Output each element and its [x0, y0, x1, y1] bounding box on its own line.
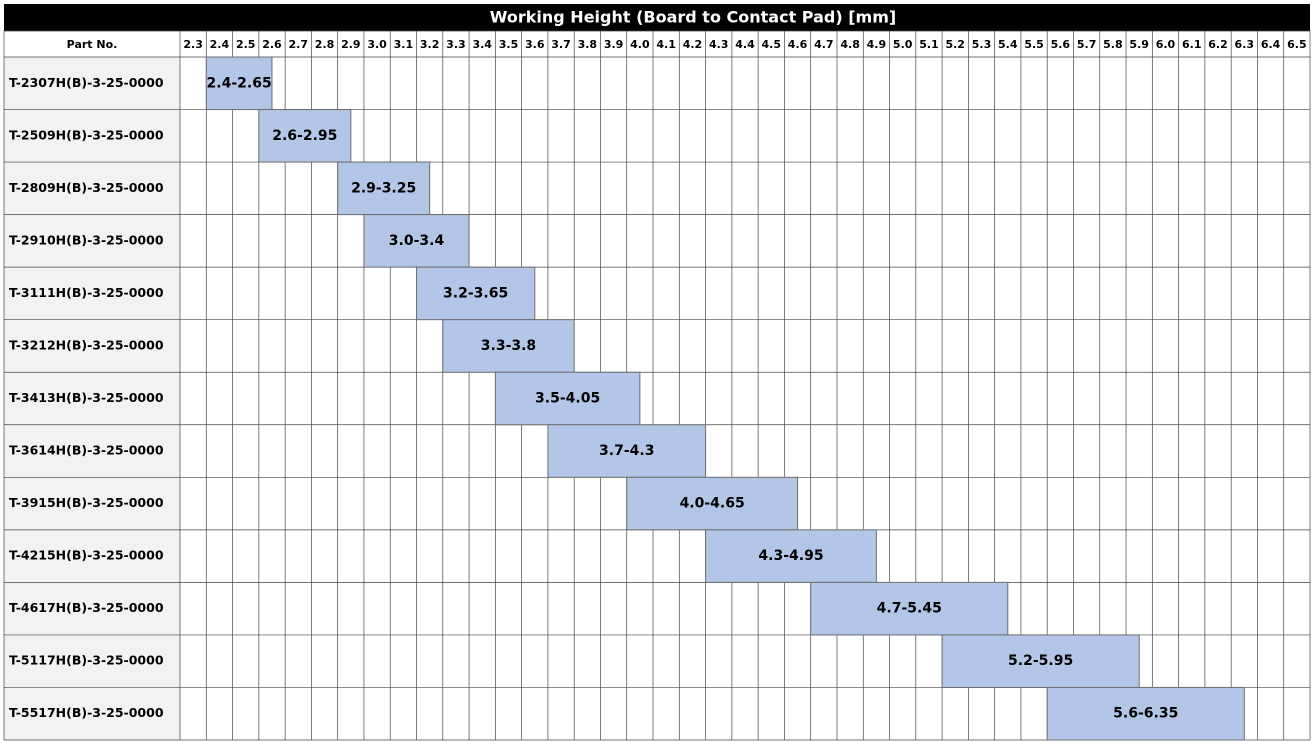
part-number: T-3413H(B)-3-25-0000 [9, 390, 164, 405]
column-label: 3.3 [446, 38, 466, 51]
column-label: 3.0 [367, 38, 387, 51]
column-label: 4.6 [788, 38, 808, 51]
range-label: 5.2-5.95 [1008, 653, 1073, 669]
column-label: 2.7 [289, 38, 309, 51]
part-number: T-3614H(B)-3-25-0000 [9, 443, 164, 458]
column-label: 6.4 [1261, 38, 1281, 51]
column-label: 6.1 [1182, 38, 1202, 51]
column-label: 3.4 [472, 38, 492, 51]
column-label: 2.6 [262, 38, 282, 51]
column-label: 4.0 [630, 38, 650, 51]
column-label: 5.5 [1024, 38, 1044, 51]
column-label: 5.1 [919, 38, 939, 51]
part-number: T-3915H(B)-3-25-0000 [9, 495, 164, 510]
range-label: 5.6-6.35 [1113, 706, 1178, 722]
range-bar [1046, 686, 1245, 741]
column-label: 6.3 [1235, 38, 1255, 51]
column-label: 5.0 [893, 38, 913, 51]
column-label: 5.6 [1051, 38, 1071, 51]
column-label: 5.9 [1129, 38, 1149, 51]
title: Working Height (Board to Contact Pad) [m… [490, 8, 896, 27]
range-bar [941, 634, 1140, 688]
column-label: 2.5 [236, 38, 256, 51]
part-number: T-5517H(B)-3-25-0000 [9, 705, 164, 720]
part-number: T-4617H(B)-3-25-0000 [9, 600, 164, 615]
column-label: 5.8 [1103, 38, 1123, 51]
part-header: Part No. [67, 38, 118, 51]
column-label: 4.9 [867, 38, 887, 51]
range-bar [337, 161, 431, 216]
column-label: 3.2 [420, 38, 440, 51]
range-bar [626, 476, 799, 531]
range-label: 4.3-4.95 [758, 548, 823, 564]
part-number: T-3111H(B)-3-25-0000 [9, 285, 164, 300]
column-label: 4.4 [735, 38, 755, 51]
range-label: 2.6-2.95 [272, 128, 337, 144]
column-label: 6.5 [1287, 38, 1307, 51]
column-label: 3.5 [499, 38, 519, 51]
range-label: 4.7-5.45 [877, 601, 942, 617]
column-label: 5.2 [945, 38, 965, 51]
column-label: 2.9 [341, 38, 361, 51]
part-number: T-2307H(B)-3-25-0000 [9, 75, 164, 90]
range-label: 3.3-3.8 [481, 338, 536, 354]
column-label: 6.2 [1208, 38, 1228, 51]
range-label: 3.0-3.4 [389, 233, 445, 249]
part-number: T-4215H(B)-3-25-0000 [9, 548, 164, 563]
column-label: 5.7 [1077, 38, 1097, 51]
column-label: 4.5 [762, 38, 782, 51]
range-label: 4.0-4.65 [680, 496, 745, 512]
title-bar [4, 4, 1310, 31]
part-number: T-2509H(B)-3-25-0000 [9, 127, 164, 142]
range-bar [494, 371, 641, 426]
column-label: 4.2 [683, 38, 703, 51]
range-label: 3.7-4.3 [599, 443, 654, 459]
range-bar [363, 214, 470, 268]
column-label: 3.6 [525, 38, 545, 51]
column-label: 4.1 [656, 38, 676, 51]
column-label: 6.0 [1156, 38, 1176, 51]
column-label: 5.3 [972, 38, 992, 51]
column-label: 4.7 [814, 38, 834, 51]
range-bar [810, 581, 1009, 636]
column-label: 2.3 [183, 38, 203, 51]
part-number: T-3212H(B)-3-25-0000 [9, 337, 164, 352]
part-number: T-2809H(B)-3-25-0000 [9, 180, 164, 195]
column-label: 4.8 [840, 38, 860, 51]
column-label: 5.4 [998, 38, 1018, 51]
column-label: 2.8 [315, 38, 335, 51]
column-label: 2.4 [210, 38, 230, 51]
part-column [4, 57, 180, 740]
range-label: 3.5-4.05 [535, 391, 600, 407]
range-label: 2.9-3.25 [351, 180, 416, 196]
range-label: 3.2-3.65 [443, 285, 508, 301]
range-bar [547, 424, 707, 478]
column-label: 4.3 [709, 38, 729, 51]
range-label: 2.4-2.65 [207, 75, 272, 91]
part-number: T-2910H(B)-3-25-0000 [9, 232, 164, 247]
range-bar [258, 109, 352, 163]
column-label: 3.7 [551, 38, 571, 51]
part-number: T-5117H(B)-3-25-0000 [9, 653, 164, 668]
column-label: 3.8 [578, 38, 598, 51]
range-bar [205, 56, 273, 111]
range-bar [705, 529, 877, 583]
column-label: 3.9 [604, 38, 624, 51]
column-label: 3.1 [394, 38, 414, 51]
